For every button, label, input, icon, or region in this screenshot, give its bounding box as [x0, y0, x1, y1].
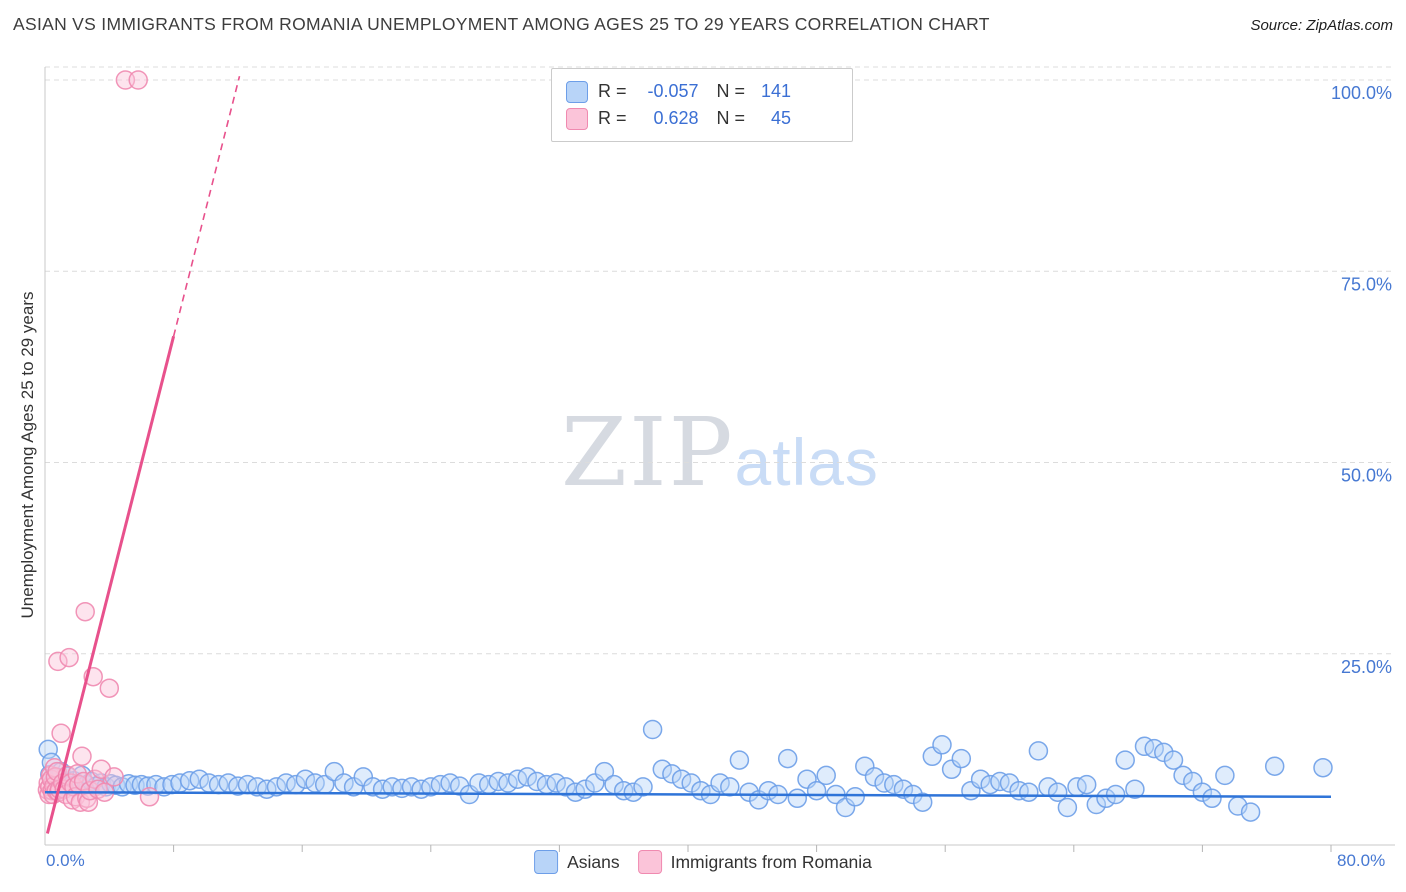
asian-point	[189, 769, 210, 789]
asians-label: Asians	[567, 851, 620, 872]
n-label: N =	[716, 108, 746, 128]
asian-point	[652, 759, 673, 780]
legend-item-romania: Immigrants from Romania	[637, 850, 872, 874]
asian-point	[710, 773, 730, 793]
asian-point	[488, 771, 509, 792]
watermark-zip: ZIP	[561, 398, 735, 508]
asian-point	[941, 759, 962, 780]
romania-trend-line-extension	[172, 76, 241, 337]
asian-point	[1105, 784, 1126, 805]
legend-row-asians: R = -0.057 N = 141	[566, 78, 838, 105]
n-value-asians: 141	[760, 81, 792, 101]
asian-point	[1125, 779, 1145, 799]
n-value-romania: 45	[771, 108, 792, 128]
asian-point	[835, 797, 856, 818]
asians-swatch	[534, 850, 559, 874]
asian-point	[1264, 756, 1285, 776]
asian-point	[594, 761, 615, 782]
romania-legend-swatch	[566, 107, 588, 130]
asian-point	[912, 792, 933, 812]
asian-point	[951, 748, 972, 769]
asian-point	[893, 779, 914, 799]
asians-legend-swatch	[566, 80, 588, 103]
asian-point	[845, 787, 865, 807]
asian-point	[469, 773, 489, 793]
asian-point	[884, 774, 904, 795]
asian-point	[1163, 750, 1184, 770]
asians-trend-line	[44, 790, 1332, 799]
romania-point	[139, 787, 160, 807]
asian-point	[864, 767, 885, 787]
asian-point	[1028, 741, 1049, 761]
romania-point	[75, 601, 95, 622]
asian-point	[816, 765, 836, 786]
asian-point	[1019, 782, 1039, 802]
asian-point	[1173, 765, 1193, 786]
source-label: Source: ZipAtlas.com	[1250, 17, 1393, 34]
x-axis-max-label: 80.0%	[1337, 851, 1386, 870]
asian-point	[1057, 797, 1078, 818]
x-axis-min-label: 0.0%	[46, 851, 85, 870]
romania-point	[48, 651, 68, 672]
r-value-asians: -0.057	[647, 81, 699, 101]
romania-point	[51, 723, 71, 744]
asian-point	[1240, 802, 1261, 822]
asian-point	[720, 777, 740, 797]
asian-point	[266, 777, 287, 797]
legend-row-romania: R = 0.628 N = 45	[566, 105, 838, 132]
asian-point	[855, 756, 875, 776]
romania-point	[99, 678, 120, 698]
r-value-romania: 0.628	[653, 108, 699, 128]
r-label: R =	[598, 81, 627, 101]
asian-point	[546, 773, 566, 793]
asian-point	[623, 782, 644, 802]
asian-point	[642, 719, 663, 740]
y-tick-label: 50.0%	[1341, 466, 1392, 486]
zipatlas-watermark: ZIPatlas	[561, 398, 879, 508]
romania-label: Immigrants from Romania	[670, 851, 872, 872]
asian-point	[777, 748, 798, 769]
asian-point	[1215, 765, 1235, 786]
asian-point	[970, 769, 991, 789]
romania-point	[59, 647, 79, 668]
asian-point	[633, 777, 653, 797]
asian-point	[1115, 750, 1135, 770]
asian-point	[1202, 788, 1222, 809]
asian-point	[382, 777, 402, 797]
asian-point	[1313, 757, 1333, 778]
asian-point	[681, 773, 701, 793]
asian-point	[556, 777, 576, 797]
romania-point	[104, 767, 124, 787]
asian-point	[932, 735, 952, 755]
legend-item-asians: Asians	[534, 850, 620, 874]
asian-point	[334, 773, 354, 793]
romania-swatch	[637, 850, 662, 874]
chart-title: ASIAN VS IMMIGRANTS FROM ROMANIA UNEMPLO…	[13, 14, 990, 34]
y-tick-label: 75.0%	[1341, 274, 1392, 294]
romania-point	[128, 70, 148, 90]
r-label: R =	[598, 108, 627, 128]
legend-box: R = -0.057 N = 141 R = 0.628 N = 45	[551, 68, 853, 142]
asian-point	[1154, 742, 1174, 763]
asian-point	[295, 769, 316, 789]
asian-point	[729, 750, 750, 770]
romania-point	[80, 780, 100, 801]
asian-point	[1076, 774, 1097, 795]
romania-point	[72, 746, 92, 767]
y-tick-label: 25.0%	[1341, 657, 1392, 677]
n-label: N =	[716, 81, 746, 101]
asian-point	[787, 788, 808, 809]
asian-point	[874, 773, 894, 793]
series-legend: Asians Immigrants from Romania	[534, 850, 872, 874]
asian-point	[662, 764, 682, 784]
romania-trend-line	[45, 335, 176, 834]
asian-point	[517, 767, 538, 787]
asian-point	[343, 777, 364, 797]
y-tick-label: 100.0%	[1331, 83, 1392, 103]
